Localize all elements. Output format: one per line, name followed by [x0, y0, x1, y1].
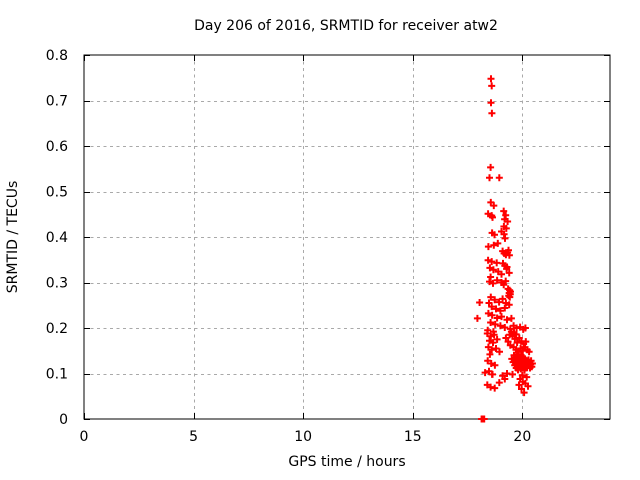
- y-tick-label: 0.7: [46, 94, 68, 110]
- y-tick-label: 0.1: [46, 367, 68, 383]
- y-tick-label: 0: [59, 412, 68, 428]
- y-tick-label: 0.6: [46, 139, 68, 155]
- y-tick-label: 0.2: [46, 321, 68, 337]
- y-tick-label: 0.3: [46, 276, 68, 292]
- plot-border: [83, 54, 611, 420]
- x-axis-label: GPS time / hours: [288, 454, 405, 470]
- tick-labels: 0 5 10 15 20 0 0.1 0.2 0.3 0.4 0.5 0.6 0.7 0.8: [46, 48, 532, 445]
- y-axis-label: SRMTID / TECUs: [5, 181, 21, 294]
- y-tick-label: 0.4: [46, 230, 68, 246]
- x-tick-label: 0: [80, 429, 89, 445]
- x-tick-label: 15: [404, 429, 422, 445]
- y-tick-label: 0.5: [46, 185, 68, 201]
- chart-title: Day 206 of 2016, SRMTID for receiver atw…: [194, 18, 498, 34]
- x-tick-label: 5: [189, 429, 198, 445]
- x-tick-label: 10: [294, 429, 312, 445]
- x-tick-label: 20: [513, 429, 531, 445]
- data-points-layer: [473, 75, 536, 423]
- y-tick-label: 0.8: [46, 48, 68, 64]
- data-points: [473, 75, 536, 423]
